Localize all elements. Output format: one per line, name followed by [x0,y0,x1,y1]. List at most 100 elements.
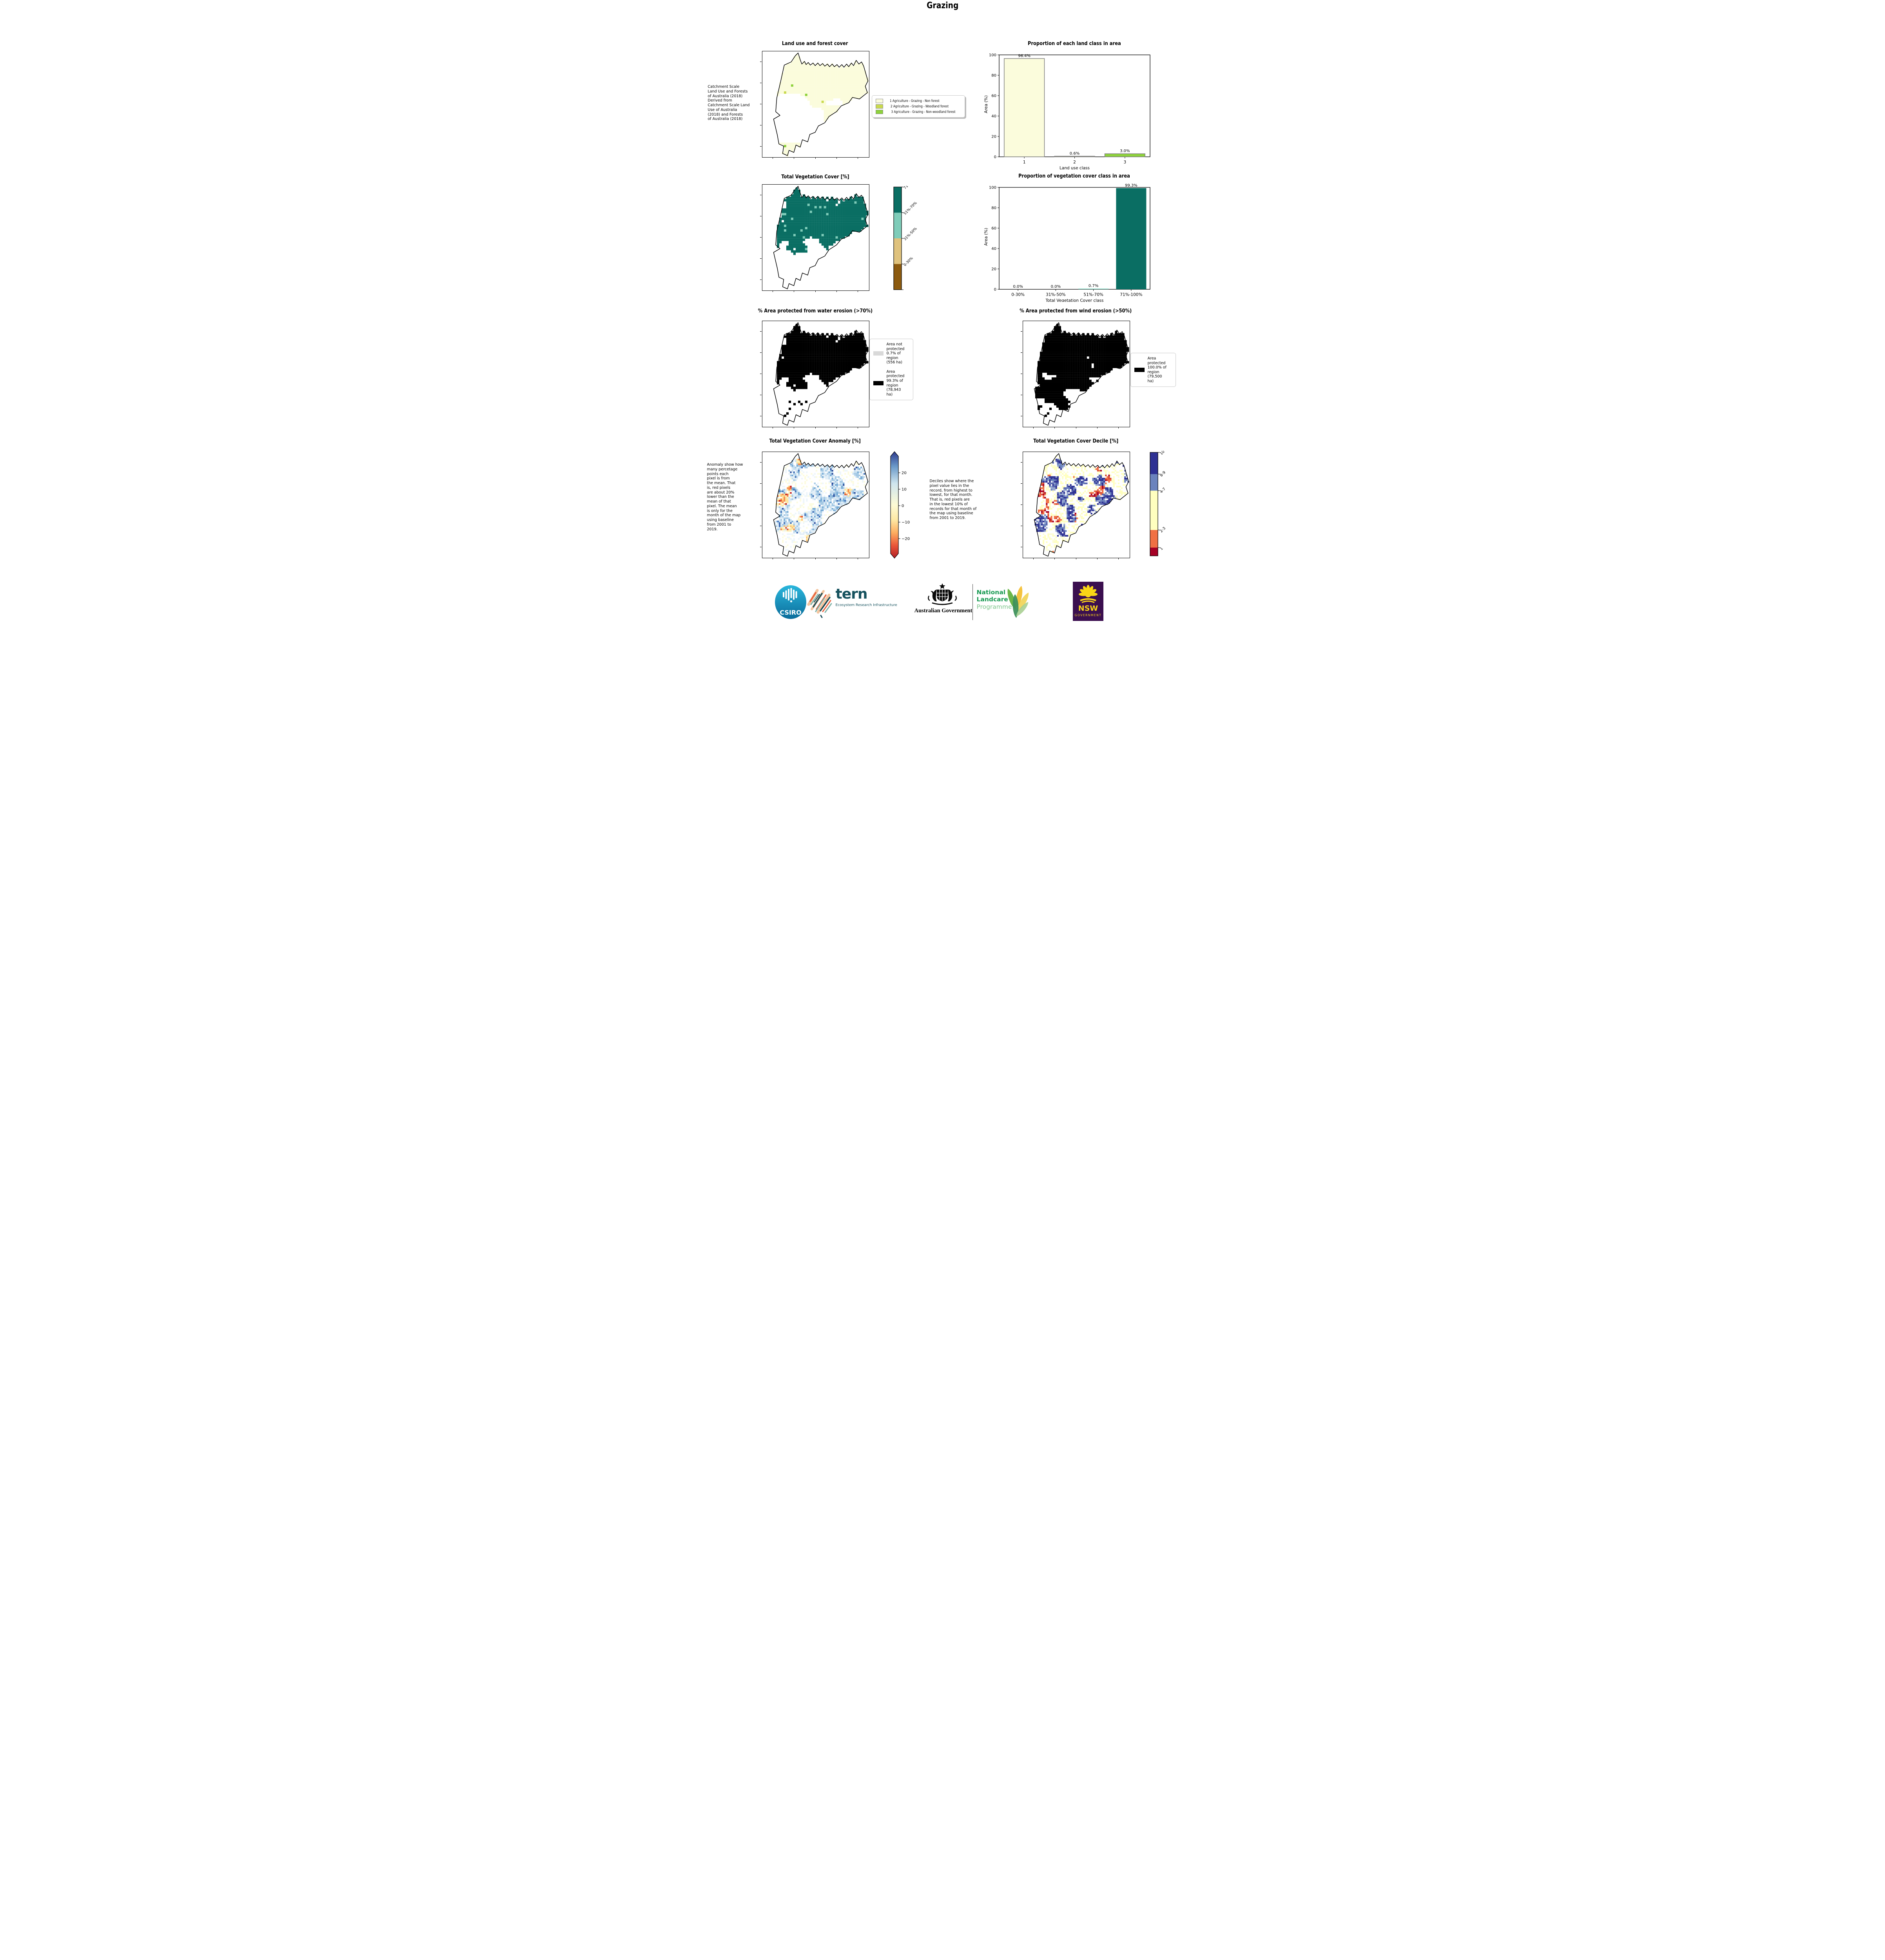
legend-label: 3 Agriculture - Grazing - Non-woodland f… [891,110,956,114]
catchment-outline [773,186,868,289]
legend-item: Area protected 99.3% of region (78,943 h… [873,370,909,397]
wind-map-title: % Area protected from wind erosion (>50%… [1020,308,1132,314]
map-axis-tick [760,258,762,259]
catchment-outline [773,454,868,556]
bar-value-label: 0.0% [1013,285,1023,289]
colorbar-label: 1 [1159,546,1164,551]
bar [1104,153,1145,157]
catchment-outline [1034,323,1128,425]
svg-text:80: 80 [991,206,996,211]
legend-swatch [873,381,884,386]
landclass-bar-chart: 0 20 40 60 80 100 1 96.4% 2 0.6% 3 3.0% Land use cla… [989,53,1150,169]
decile-caption: Deciles show where the pixel value lies … [929,479,977,521]
australian-government-label: Australian Government [914,608,972,614]
catchment-outline [1034,454,1128,556]
colorbar-tick-label: 10 [902,488,907,492]
map-axis-tick [1118,558,1119,559]
water-erosion-legend: Area not protected 0.7% of region (556 h… [869,339,913,401]
landuse-legend: 1 Agriculture - Grazing - Non forest 2 Ag… [871,95,965,118]
colorbar-label: 71%-100% [903,186,920,190]
tern-subtitle: Ecosystem Research Infrastructure [835,603,897,607]
map-axis-tick [815,427,816,428]
bar [1054,156,1095,157]
vegcover-colorbar: 71%-100% 51%-70% 31%-50% 0-30% [893,186,920,290]
landcare-line3: Programme [976,603,1012,610]
svg-text:100: 100 [989,186,996,190]
legend-label: 1 Agriculture - Grazing - Non forest [889,99,940,103]
anomaly-colorbar: 20 10 0 −10 −20 [890,451,910,559]
colorbar-tick-label: 20 [902,471,907,475]
legend-swatch [1134,368,1145,372]
legend-swatch [873,351,884,356]
decile-map [1022,452,1130,558]
vegclass-chart-title: Proportion of vegetation cover class in … [1018,173,1130,179]
map-axis-tick [1020,331,1022,332]
bar [1116,188,1146,289]
svg-text:31%-50%: 31%-50% [1046,292,1065,297]
landuse-map [762,51,869,158]
wind-erosion-map [1022,321,1130,427]
map-axis-tick [760,462,762,463]
colorbar-label: 2-3 [1159,526,1167,534]
svg-text:60: 60 [991,227,996,231]
footer-logos: CSIRO tern Ecosystem Resea [707,582,1178,623]
legend-item: 1 Agriculture - Grazing - Non forest [875,99,961,103]
map-axis-tick [836,157,837,159]
svg-text:100: 100 [989,53,996,58]
anomaly-map-title: Total Vegetation Cover Anomaly [%] [769,438,861,444]
svg-text:40: 40 [991,114,996,119]
map-axis-tick [1033,558,1034,559]
colorbar-tick-label: −20 [902,537,910,541]
map-axis-tick [1097,427,1098,428]
map-axis-tick [1097,558,1098,559]
bar-value-label: 99.3% [1125,183,1137,188]
bar-value-label: 3.0% [1120,149,1130,153]
map-axis-tick [815,290,816,292]
colorbar-tick-label: 0 [902,504,904,508]
figure-grazing-report: Grazing Land use and forest cover Catchm… [707,0,1178,626]
legend-swatch [875,110,883,114]
svg-text:51%-70%: 51%-70% [1083,292,1103,297]
decile-colorbar: 10 8-9 4-7 2-3 1 [1149,451,1167,556]
legend-label: Area not protected 0.7% of region (556 h… [886,342,905,365]
legend-label: 2 Agriculture - Grazing - Woodland fores… [890,104,949,109]
svg-text:Total Vegetation Cover class: Total Vegetation Cover class [1045,298,1103,302]
map-axis-tick [760,279,762,280]
svg-text:20: 20 [991,135,996,139]
colorbar-label: 8-9 [1159,470,1167,478]
bar-value-label: 0.7% [1088,284,1098,288]
csiro-logo-icon: CSIRO [775,585,806,619]
colorbar-label: 51%-70% [903,201,918,216]
map-axis-tick [760,331,762,332]
map-axis-tick [1118,427,1119,428]
map-axis-tick [836,290,837,292]
tern-australia-icon [807,589,832,618]
svg-text:0: 0 [994,155,996,160]
legend-item: Area protected 100.0% of region (79,500 … [1134,356,1172,383]
colorbar-label: 0-30% [903,256,914,267]
landcare-line2: Landcare [976,596,1008,603]
anomaly-map [762,452,869,558]
footer-divider [972,584,973,620]
catchment-outline [773,53,868,156]
svg-text:20: 20 [991,267,996,272]
svg-text:60: 60 [991,94,996,98]
map-axis-tick [1020,462,1022,463]
map-axis-tick [1054,427,1055,428]
nsw-government-logo: NSW GOVERNMENT [1072,582,1103,621]
vegclass-chart-ylabel: Area (%) [983,228,989,246]
svg-text:2: 2 [1073,160,1076,165]
landclass-chart-title: Proportion of each land class in area [1027,40,1121,47]
colorbar-label: 4-7 [1159,487,1167,494]
svg-text:40: 40 [991,247,996,251]
legend-swatch [875,99,883,103]
bar-value-label: 0.0% [1050,285,1060,289]
svg-text:1: 1 [1023,160,1025,165]
svg-text:3: 3 [1123,160,1126,165]
legend-item: 2 Agriculture - Grazing - Woodland fores… [875,104,961,109]
vegcover-map-title: Total Vegetation Cover [%] [781,174,849,180]
bar-value-label: 96.4% [1018,54,1030,58]
colorbar-tick-label: −10 [902,521,910,525]
water-map-title: % Area protected from water erosion (>70… [758,308,873,314]
anomaly-caption: Anomaly show how many percetage points e… [707,463,743,532]
